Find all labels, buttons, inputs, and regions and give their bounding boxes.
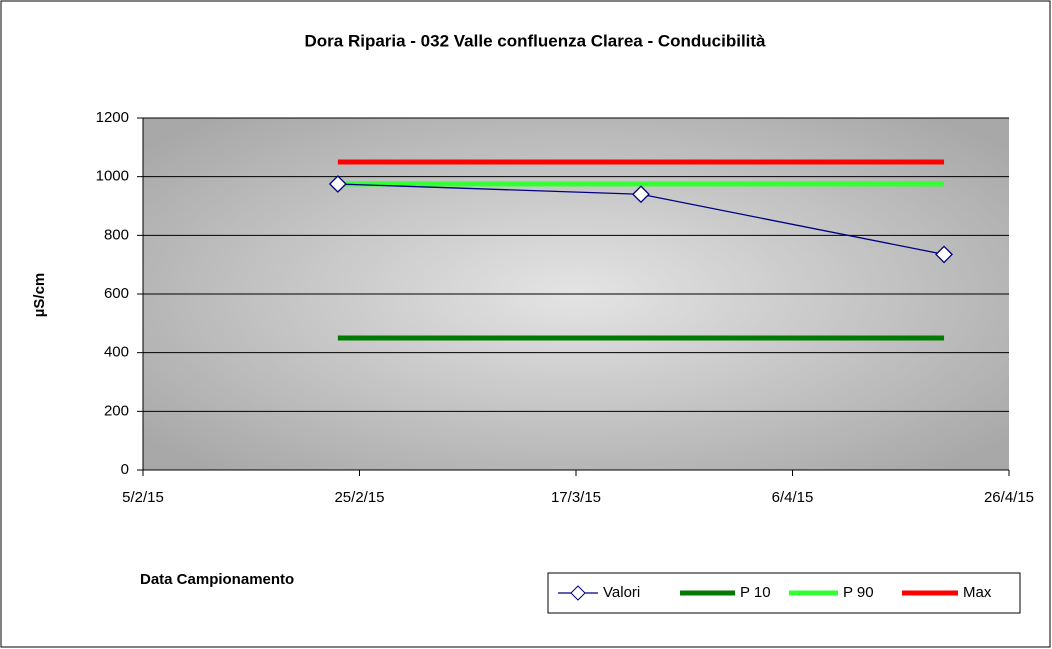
legend-label: Max	[963, 584, 992, 601]
x-tick-label: 26/4/15	[984, 489, 1034, 506]
y-axis-label: µS/cm	[31, 273, 48, 318]
marker	[328, 175, 347, 193]
x-axis-label: Data Campionamento	[140, 571, 294, 588]
y-tick-label: 1000	[96, 168, 129, 185]
y-tick-label: 600	[104, 285, 129, 302]
y-tick-label: 1200	[96, 109, 129, 126]
marker	[935, 245, 953, 264]
legend-label: P 90	[843, 584, 874, 601]
y-tick-label: 0	[121, 461, 129, 478]
legend-label: Valori	[603, 584, 640, 601]
chart-title: Dora Riparia - 032 Valle confluenza Clar…	[304, 31, 766, 50]
x-tick-label: 5/2/15	[122, 489, 164, 506]
legend-label: P 10	[740, 584, 771, 601]
x-tick-label: 6/4/15	[772, 489, 814, 506]
x-tick-label: 17/3/15	[551, 489, 601, 506]
marker	[632, 185, 650, 204]
legend-marker	[570, 585, 586, 601]
x-tick-label: 25/2/15	[334, 489, 384, 506]
y-tick-label: 200	[104, 402, 129, 419]
y-tick-label: 400	[104, 344, 129, 361]
y-tick-label: 800	[104, 226, 129, 243]
